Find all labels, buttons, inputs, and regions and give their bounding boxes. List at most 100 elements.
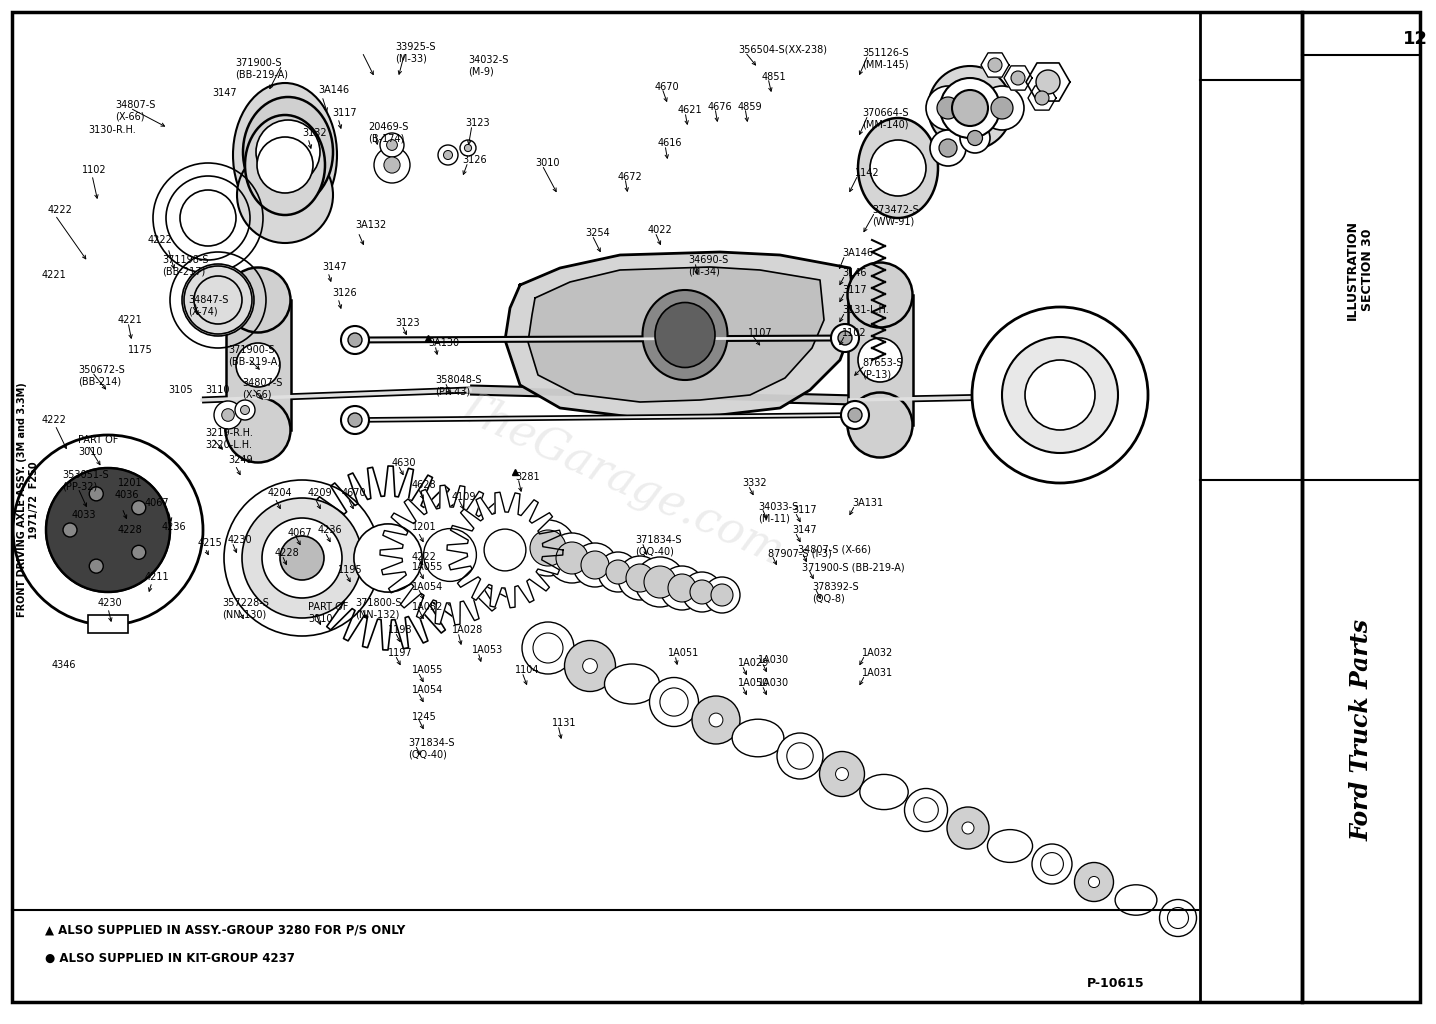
Circle shape — [556, 542, 587, 574]
Text: 3117: 3117 — [841, 285, 866, 295]
Circle shape — [870, 140, 926, 196]
Text: 4616: 4616 — [658, 138, 682, 148]
Circle shape — [836, 768, 849, 780]
Text: 3147: 3147 — [322, 262, 346, 272]
Bar — [225, 300, 290, 430]
Text: 3123: 3123 — [465, 118, 490, 128]
Ellipse shape — [655, 302, 715, 368]
Text: 4221: 4221 — [118, 315, 142, 325]
Text: 4230: 4230 — [228, 535, 253, 545]
Circle shape — [691, 580, 714, 604]
Text: 1A031: 1A031 — [862, 668, 893, 678]
Circle shape — [839, 331, 852, 345]
Text: 4033: 4033 — [72, 510, 96, 520]
Text: 20469-S
(B-174): 20469-S (B-174) — [368, 122, 408, 143]
Text: 4222: 4222 — [148, 234, 172, 245]
Circle shape — [257, 137, 313, 193]
Circle shape — [1044, 379, 1076, 411]
Circle shape — [438, 145, 458, 165]
Text: 34807-S (X-66): 34807-S (X-66) — [798, 545, 872, 555]
Circle shape — [13, 435, 202, 625]
Text: 4209: 4209 — [307, 488, 333, 498]
Text: ● ALSO SUPPLIED IN KIT-GROUP 4237: ● ALSO SUPPLIED IN KIT-GROUP 4237 — [45, 951, 294, 965]
Text: TheGarage.com: TheGarage.com — [449, 385, 791, 575]
Text: 371198-S
(BB-217): 371198-S (BB-217) — [162, 255, 208, 276]
Text: 3131-L.H.: 3131-L.H. — [841, 305, 889, 315]
Circle shape — [847, 262, 912, 328]
Circle shape — [141, 522, 155, 538]
Circle shape — [1034, 420, 1048, 434]
Ellipse shape — [642, 290, 728, 380]
Text: 1102: 1102 — [82, 165, 106, 175]
Circle shape — [46, 468, 169, 592]
Circle shape — [952, 90, 988, 126]
Text: 4228: 4228 — [276, 548, 300, 558]
Circle shape — [381, 133, 404, 157]
Text: 3219-R.H.
3220-L.H.: 3219-R.H. 3220-L.H. — [205, 428, 253, 450]
Circle shape — [236, 343, 280, 387]
Text: 1197: 1197 — [388, 648, 412, 658]
Text: 3010: 3010 — [536, 158, 560, 168]
Circle shape — [1167, 907, 1189, 929]
Circle shape — [962, 822, 974, 834]
Text: 1A054: 1A054 — [412, 582, 444, 592]
Circle shape — [348, 413, 362, 427]
Circle shape — [1041, 853, 1064, 876]
Text: 4670: 4670 — [342, 488, 366, 498]
Ellipse shape — [237, 147, 333, 243]
Circle shape — [635, 557, 685, 607]
Circle shape — [938, 97, 959, 119]
Polygon shape — [505, 252, 854, 418]
Circle shape — [386, 139, 398, 151]
Circle shape — [484, 529, 526, 571]
Text: 358048-S
(PP-43): 358048-S (PP-43) — [435, 375, 481, 396]
Text: 3A130: 3A130 — [428, 338, 460, 348]
Circle shape — [988, 58, 1002, 72]
Text: 3147: 3147 — [793, 525, 817, 535]
Circle shape — [225, 397, 290, 463]
Text: 4222: 4222 — [412, 552, 437, 562]
Circle shape — [520, 520, 576, 575]
Circle shape — [132, 546, 145, 559]
Text: 371834-S
(QQ-40): 371834-S (QQ-40) — [635, 535, 682, 557]
Circle shape — [236, 400, 256, 420]
Text: 34807-S
(X-66): 34807-S (X-66) — [115, 100, 155, 122]
Text: 370664-S
(MM-140): 370664-S (MM-140) — [862, 108, 909, 130]
Circle shape — [225, 267, 290, 333]
Circle shape — [348, 333, 362, 347]
Circle shape — [340, 326, 369, 354]
Circle shape — [841, 401, 869, 429]
Circle shape — [820, 752, 864, 797]
Text: 1107: 1107 — [748, 328, 773, 338]
Circle shape — [1034, 356, 1048, 370]
Text: 4036: 4036 — [115, 490, 139, 500]
Circle shape — [711, 584, 732, 606]
Text: 4215: 4215 — [198, 538, 223, 548]
Text: PART OF
3010: PART OF 3010 — [78, 435, 118, 457]
Text: 3130-R.H.: 3130-R.H. — [88, 125, 136, 135]
Text: 378392-S
(QQ-8): 378392-S (QQ-8) — [811, 582, 859, 603]
Polygon shape — [981, 53, 1010, 77]
Circle shape — [831, 324, 859, 352]
Circle shape — [682, 572, 722, 612]
Text: 357228-S
(NN-130): 357228-S (NN-130) — [223, 598, 269, 620]
Polygon shape — [1004, 66, 1032, 90]
Text: 3126: 3126 — [332, 288, 356, 298]
Polygon shape — [1025, 62, 1070, 101]
Circle shape — [1159, 899, 1196, 937]
Circle shape — [46, 468, 169, 592]
Bar — [1302, 12, 1420, 1002]
Circle shape — [991, 97, 1012, 119]
Text: 3249: 3249 — [228, 455, 253, 465]
Text: 87907-S (I-3): 87907-S (I-3) — [768, 548, 831, 558]
Text: 4236: 4236 — [317, 525, 343, 535]
Circle shape — [90, 513, 125, 547]
Text: 4630: 4630 — [392, 458, 416, 468]
Circle shape — [692, 696, 740, 744]
Text: 4236: 4236 — [162, 522, 187, 532]
Text: 4621: 4621 — [678, 105, 702, 115]
Circle shape — [460, 140, 475, 156]
Circle shape — [626, 564, 653, 592]
Text: 3126: 3126 — [462, 155, 487, 165]
Circle shape — [926, 86, 969, 130]
